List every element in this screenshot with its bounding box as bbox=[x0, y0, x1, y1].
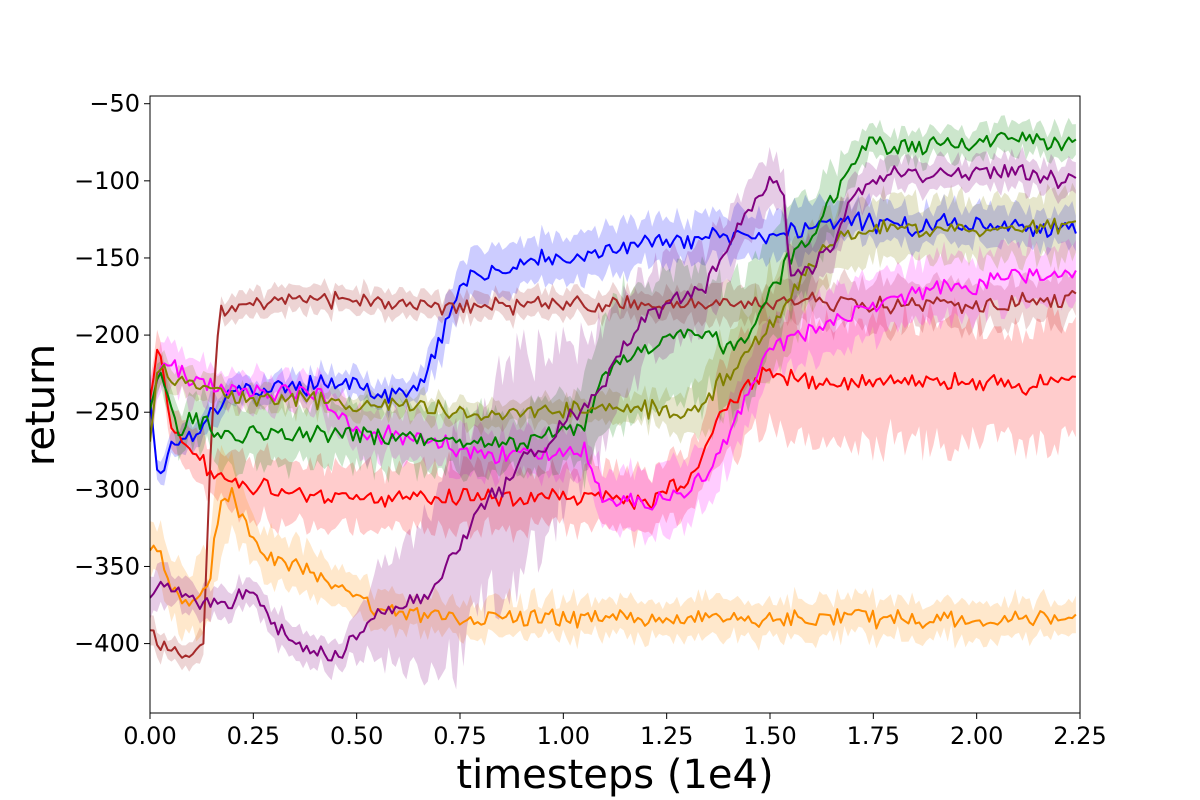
y-tick-label: −250 bbox=[74, 398, 140, 426]
y-tick-label: −300 bbox=[74, 475, 140, 503]
series-line bbox=[150, 487, 1077, 630]
series-band bbox=[150, 266, 1076, 672]
series-band bbox=[150, 182, 1076, 458]
series-line bbox=[150, 348, 1077, 510]
series-line bbox=[150, 211, 1077, 475]
x-axis-label: timesteps (1e4) bbox=[456, 752, 773, 798]
y-tick-label: −200 bbox=[74, 321, 140, 349]
plot-frame bbox=[149, 95, 1081, 714]
y-tick-label: −150 bbox=[74, 244, 140, 272]
series-line bbox=[150, 289, 1077, 659]
x-tick-label: 0.25 bbox=[227, 722, 280, 750]
x-tick-label: 1.25 bbox=[640, 722, 693, 750]
x-tick-label: 0.00 bbox=[123, 722, 176, 750]
series-line bbox=[150, 164, 1077, 662]
x-tick-label: 1.00 bbox=[537, 722, 590, 750]
series-line bbox=[150, 268, 1077, 511]
y-tick-label: −350 bbox=[74, 552, 140, 580]
x-tick-label: 0.50 bbox=[330, 722, 383, 750]
x-tick-label: 2.00 bbox=[950, 722, 1003, 750]
y-tick-label: −50 bbox=[89, 90, 140, 118]
y-tick-label: −400 bbox=[74, 630, 140, 658]
y-axis: −50 −100 −150 −200 −250 −300 −350 −400 bbox=[74, 90, 150, 658]
x-tick-label: 1.75 bbox=[847, 722, 900, 750]
x-tick-label: 1.50 bbox=[743, 722, 796, 750]
series-line bbox=[150, 217, 1077, 442]
series-band bbox=[150, 444, 1076, 651]
x-axis: 0.00 0.25 0.50 0.75 1.00 1.25 1.50 1.75 2.00 2.25 bbox=[123, 713, 1107, 750]
series-band bbox=[150, 231, 1076, 546]
series-line bbox=[150, 131, 1077, 452]
series-lines bbox=[150, 131, 1077, 662]
y-axis-label: return bbox=[18, 344, 64, 466]
series-band bbox=[150, 295, 1076, 549]
y-tick-label: −100 bbox=[74, 167, 140, 195]
series-band bbox=[150, 146, 1076, 690]
x-tick-label: 0.75 bbox=[433, 722, 486, 750]
x-tick-label: 2.25 bbox=[1053, 722, 1106, 750]
series-band bbox=[150, 115, 1076, 491]
